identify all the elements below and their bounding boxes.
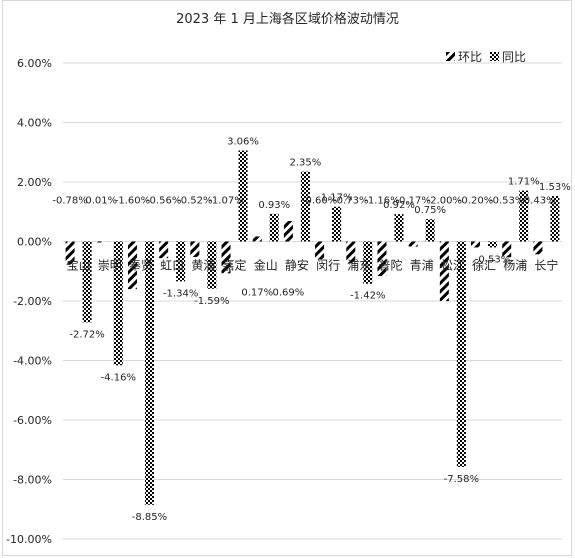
bar-huanbi <box>439 241 449 301</box>
bar-tongbi <box>425 219 435 242</box>
data-label-huanbi: -1.60% <box>115 196 150 207</box>
bar-tongbi <box>456 241 466 468</box>
x-category-label: 静安 <box>285 258 309 273</box>
y-tick-label: -2.00% <box>13 295 52 308</box>
legend-swatch-tongbi <box>490 52 500 61</box>
data-label-tongbi: -2.72% <box>69 329 104 340</box>
y-tick-label: -4.00% <box>13 355 52 368</box>
bar-huanbi <box>408 241 418 247</box>
x-category-label: 虹口 <box>160 259 184 273</box>
data-label-tongbi: 0.75% <box>414 205 446 216</box>
data-label-tongbi: -8.85% <box>132 512 167 523</box>
x-category-label: 普陀 <box>378 258 402 273</box>
data-label-tongbi: -4.16% <box>101 372 136 383</box>
bar-huanbi <box>190 241 200 257</box>
bar-huanbi <box>283 220 293 242</box>
data-label-tongbi: -7.58% <box>444 474 479 485</box>
x-category-label: 奉贤 <box>129 259 153 273</box>
data-label-huanbi: -0.52% <box>177 196 212 207</box>
data-label-huanbi: -0.78% <box>52 196 87 207</box>
data-label-huanbi: 0.69% <box>273 288 305 299</box>
y-tick-label: 4.00% <box>17 117 52 130</box>
x-category-label: 闵行 <box>316 258 340 273</box>
bar-tongbi <box>550 195 560 242</box>
x-category-label: 嘉定 <box>223 258 247 273</box>
y-tick-label: -8.00% <box>13 474 52 487</box>
bar-tongbi <box>300 171 310 242</box>
y-tick-label: 2.00% <box>17 176 52 189</box>
bar-tongbi <box>269 213 279 242</box>
x-category-label: 松江 <box>441 259 465 273</box>
data-label-tongbi: 3.06% <box>227 136 259 147</box>
data-label-huanbi: -0.17% <box>395 196 430 207</box>
bar-huanbi <box>159 241 169 259</box>
x-category-label: 崇明 <box>98 259 122 273</box>
bar-tongbi <box>176 241 186 282</box>
bar-tongbi <box>519 190 529 242</box>
legend-item-tongbi: 同比 <box>490 48 526 65</box>
x-category-label: 徐汇 <box>472 258 496 273</box>
bar-huanbi <box>533 241 543 255</box>
bar-tongbi <box>488 241 498 248</box>
x-category-label: 青浦 <box>410 259 434 273</box>
data-label-tongbi: 1.71% <box>508 177 540 188</box>
data-label-tongbi: 1.53% <box>539 182 571 193</box>
bar-tongbi <box>238 150 248 242</box>
bar-tongbi <box>144 241 154 505</box>
data-label-huanbi: 0.01% <box>85 196 117 207</box>
data-label-tongbi: 0.93% <box>258 200 290 211</box>
bar-tongbi <box>207 241 217 289</box>
x-category-label: 浦东 <box>347 259 371 273</box>
data-label-tongbi: -0.53% <box>475 254 510 265</box>
data-label-huanbi: -1.07% <box>208 196 243 207</box>
bar-tongbi <box>394 214 404 242</box>
data-label-tongbi: -1.34% <box>163 288 198 299</box>
bar-huanbi <box>221 241 231 274</box>
bar-huanbi <box>252 236 262 242</box>
legend-swatch-huanbi <box>446 52 455 61</box>
bar-huanbi <box>471 241 481 248</box>
chart-title: 2023 年 1 月上海各区域价格波动情况 <box>176 12 399 27</box>
data-label-huanbi: -2.00% <box>427 196 462 207</box>
data-label-huanbi: -0.53% <box>489 196 524 207</box>
bar-tongbi <box>82 241 92 323</box>
data-label-huanbi: 0.17% <box>241 288 273 299</box>
y-tick-label: 0.00% <box>17 236 52 249</box>
x-category-label: 长宁 <box>534 258 558 273</box>
y-tick-label: -6.00% <box>13 414 52 427</box>
x-category-label: 杨浦 <box>503 258 527 273</box>
bar-huanbi <box>315 241 325 260</box>
y-tick-label: 6.00% <box>17 57 52 70</box>
bar-tongbi <box>363 241 373 284</box>
data-label-huanbi: -0.60% <box>302 196 337 207</box>
x-category-label: 黄浦 <box>191 259 215 273</box>
data-label-tongbi: 2.35% <box>290 158 322 169</box>
y-tick-label: -10.00% <box>6 533 52 546</box>
legend: 环比 同比 <box>446 48 526 65</box>
legend-label-huanbi: 环比 <box>458 50 483 64</box>
bar-huanbi <box>377 241 387 277</box>
data-label-huanbi: -0.43% <box>520 196 555 207</box>
bar-tongbi <box>332 206 342 242</box>
bar-huanbi <box>127 241 137 290</box>
x-category-label: 宝山 <box>67 259 91 273</box>
legend-label-tongbi: 同比 <box>502 50 527 64</box>
data-label-huanbi: -0.56% <box>146 196 181 207</box>
data-label-tongbi: -1.42% <box>350 291 385 302</box>
bar-huanbi <box>502 241 512 258</box>
legend-item-huanbi: 环比 <box>446 48 482 65</box>
bar-huanbi <box>65 241 75 265</box>
bar-huanbi <box>96 241 106 243</box>
data-label-tongbi: -1.59% <box>194 296 229 307</box>
x-category-label: 金山 <box>254 258 278 273</box>
data-label-huanbi: -0.20% <box>458 196 493 207</box>
data-label-huanbi: -0.73% <box>333 196 368 207</box>
data-label-tongbi: 0.92% <box>383 200 415 211</box>
data-label-tongbi: 1.17% <box>321 193 353 204</box>
bar-huanbi <box>346 241 356 264</box>
bar-tongbi <box>113 241 123 366</box>
data-label-huanbi: -1.16% <box>364 196 399 207</box>
